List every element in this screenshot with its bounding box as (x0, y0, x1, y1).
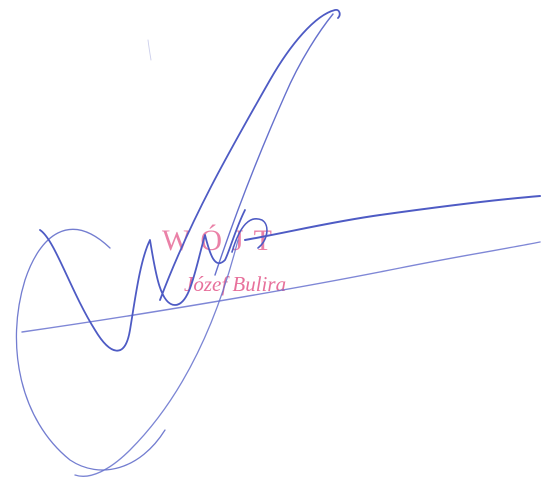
signature-inner-stroke (231, 218, 268, 253)
signature-underline-stroke (21, 241, 541, 333)
signature-tail-stroke (244, 195, 541, 241)
signature-faint-mark (147, 39, 152, 61)
signature-descender-stroke (74, 239, 239, 477)
signature-second-rise-stroke (214, 13, 334, 276)
signature-main-stroke (39, 209, 246, 352)
signature-left-loop-stroke (15, 228, 166, 471)
signature-rising-stroke (159, 9, 341, 301)
